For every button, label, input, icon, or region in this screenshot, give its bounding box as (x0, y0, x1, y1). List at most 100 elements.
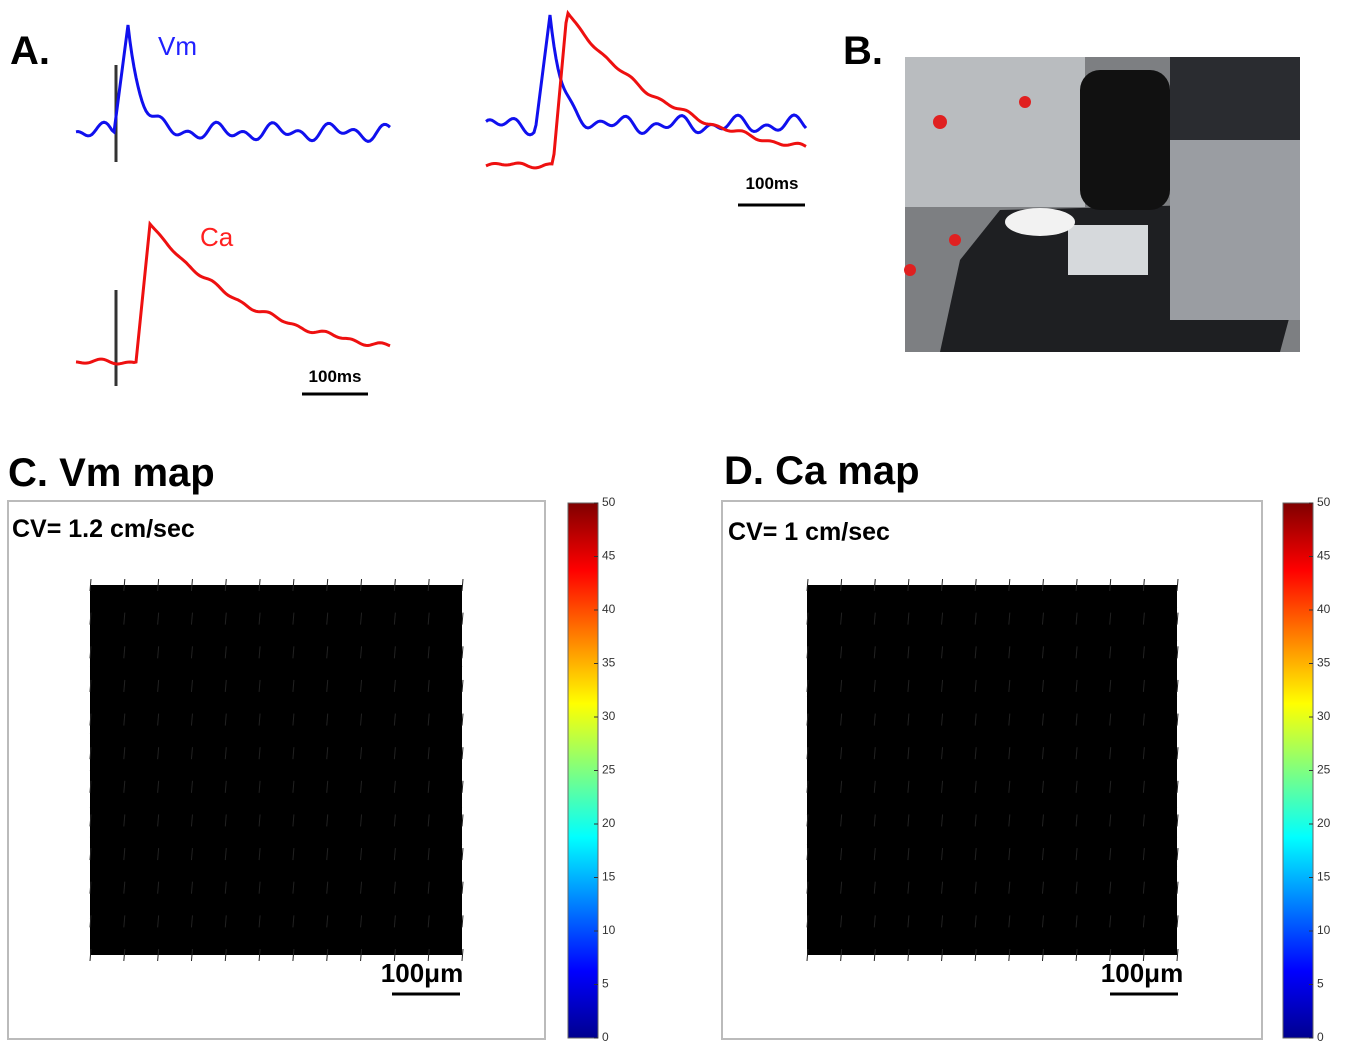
cv-label: CV= 1 cm/sec (728, 518, 890, 546)
vector-arrow (1109, 612, 1112, 625)
contour-line (89, 665, 463, 716)
vector-arrow (224, 646, 227, 659)
vector-arrow (258, 612, 261, 625)
vector-arrow (1176, 578, 1179, 592)
vector-arrow (326, 679, 329, 692)
vector-arrow (1008, 814, 1011, 827)
vector-arrow (326, 612, 329, 625)
contour-band (807, 640, 1177, 719)
vector-arrow (1075, 713, 1078, 726)
vector-arrow (907, 713, 910, 726)
vector-arrow (393, 612, 396, 625)
vector-arrow (326, 881, 329, 894)
vector-arrow (89, 848, 92, 861)
colorbar-tick-label: 50 (602, 495, 616, 509)
vector-arrow (1176, 881, 1179, 894)
vector-arrow (1176, 814, 1179, 827)
vector-arrow (157, 612, 160, 625)
vector-arrow (292, 713, 295, 726)
vector-arrow (190, 679, 193, 692)
colorbar-tick-label: 20 (1317, 816, 1331, 830)
vector-arrow (190, 747, 193, 760)
vector-arrow (806, 646, 809, 659)
vector-arrow (1008, 679, 1011, 692)
vector-arrow (89, 578, 92, 592)
vector-arrow (941, 814, 944, 827)
vector-arrow (1142, 679, 1145, 692)
vector-arrow (427, 578, 430, 592)
vector-arrow (123, 915, 126, 928)
vector-arrow (873, 679, 876, 692)
vector-arrow (1109, 578, 1112, 592)
vector-arrow (123, 948, 126, 962)
vector-arrow (941, 612, 944, 625)
vector-arrow (840, 814, 843, 827)
vector-arrow (1008, 713, 1011, 726)
vector-arrow (1041, 612, 1044, 625)
vector-arrow (1008, 646, 1011, 659)
vector-arrow (157, 881, 160, 894)
vector-arrow (360, 948, 363, 962)
vector-arrow (326, 747, 329, 760)
vector-arrow (1109, 814, 1112, 827)
vector-arrow (907, 646, 910, 659)
vector-arrow (123, 848, 126, 861)
vector-arrow (941, 948, 944, 962)
vector-arrow (292, 948, 295, 962)
vector-arrow (806, 679, 809, 692)
colorbar-tick-label: 15 (1317, 870, 1331, 884)
vector-arrow (1109, 881, 1112, 894)
vector-arrow (1142, 780, 1145, 793)
panel-c: C. Vm map CV= 1.2 cm/sec 100μm 0 5 10 15 20 2… (7, 451, 616, 1044)
panel-label: B. (843, 29, 883, 73)
vector-arrow (873, 948, 876, 962)
vector-arrow (1142, 848, 1145, 861)
vector-arrow (393, 646, 396, 659)
vector-arrow (89, 948, 92, 962)
vector-arrow (461, 915, 464, 928)
photo-part (1170, 57, 1300, 147)
photo-part (1170, 140, 1300, 320)
vector-arrow (360, 881, 363, 894)
contour-line (806, 865, 1178, 893)
vector-arrow (258, 915, 261, 928)
contour-band (90, 807, 462, 852)
vector-arrow (1075, 747, 1078, 760)
vector-arrow (907, 780, 910, 793)
vector-arrow (461, 578, 464, 592)
colorbar-tick-label: 5 (1317, 977, 1324, 991)
vector-arrow (461, 780, 464, 793)
vector-arrow (1041, 578, 1044, 592)
vector-arrow (1176, 780, 1179, 793)
vector-arrow (1075, 814, 1078, 827)
vector-arrow (360, 578, 363, 592)
vector-arrow (123, 578, 126, 592)
vector-arrow (258, 679, 261, 692)
colorbar (1282, 502, 1314, 1039)
vector-arrow (224, 948, 227, 962)
vector-arrow (360, 915, 363, 928)
vector-arrow (190, 848, 193, 861)
vector-arrow (258, 814, 261, 827)
vector-arrow (89, 780, 92, 793)
vector-arrow (1176, 679, 1179, 692)
map-frame (7, 500, 546, 1040)
contour-line (806, 895, 1178, 919)
vector-arrow (1109, 780, 1112, 793)
vector-arrow (89, 713, 92, 726)
vector-arrow (974, 814, 977, 827)
panel-title: C. Vm map (8, 451, 215, 495)
vector-arrow (89, 646, 92, 659)
photo-part (949, 234, 961, 246)
vector-arrow (873, 747, 876, 760)
colorbar-tick-label: 25 (602, 763, 616, 777)
contour-band (90, 592, 462, 715)
vector-arrow (224, 915, 227, 928)
vector-arrow (840, 646, 843, 659)
vector-arrow (907, 948, 910, 962)
vector-arrow (123, 679, 126, 692)
vector-arrow (123, 814, 126, 827)
contour-line (89, 591, 463, 631)
vector-arrow (941, 747, 944, 760)
vector-arrow (360, 814, 363, 827)
